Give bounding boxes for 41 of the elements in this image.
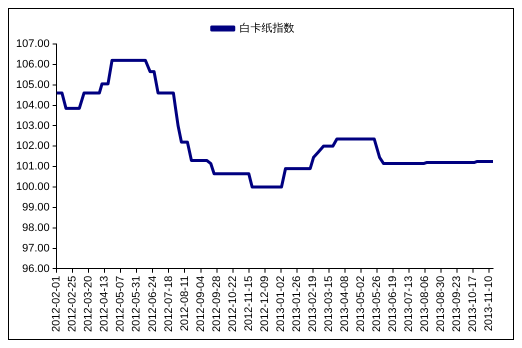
x-tick-label: 2012-03-20	[82, 276, 95, 332]
x-tick-label: 2012-02-25	[66, 276, 79, 332]
y-tick-label: 102.00	[16, 140, 50, 152]
x-tick-label: 2012-04-13	[98, 276, 111, 332]
x-tick-label: 2012-06-24	[146, 276, 159, 332]
x-tick-label: 2013-01-02	[274, 276, 287, 332]
x-tick-label: 2012-05-31	[130, 276, 143, 332]
y-tick-label: 103.00	[16, 120, 50, 132]
y-tick-label: 98.00	[22, 222, 50, 234]
x-tick-label: 2013-11-10	[483, 276, 496, 332]
y-tick-label: 106.00	[16, 58, 50, 70]
y-tick-label: 107.00	[16, 38, 50, 50]
x-tick-label: 2013-03-15	[322, 276, 335, 332]
x-tick-label: 2012-08-11	[178, 276, 191, 332]
legend-label: 白卡纸指数	[239, 21, 294, 34]
x-tick-label: 2012-07-18	[162, 276, 175, 332]
x-tick-label: 2013-09-23	[451, 276, 463, 332]
x-tick-label: 2013-06-19	[386, 276, 399, 332]
x-tick-label: 2013-08-30	[434, 276, 447, 332]
y-tick-label: 100.00	[16, 181, 50, 194]
y-tick-label: 99.00	[22, 201, 50, 214]
x-tick-label: 2013-05-02	[354, 276, 367, 332]
x-tick-label: 2013-05-26	[370, 276, 383, 332]
x-tick-label: 2012-11-15	[242, 276, 255, 332]
y-tick-label: 96.00	[22, 262, 50, 275]
x-tick-label: 2012-10-22	[226, 276, 239, 332]
y-tick-label: 101.00	[16, 160, 50, 173]
x-tick-label: 2013-04-08	[338, 276, 351, 332]
y-tick-label: 105.00	[16, 78, 50, 91]
x-tick-label: 2012-05-07	[114, 276, 127, 332]
y-tick-label: 104.00	[16, 99, 50, 112]
y-tick-label: 97.00	[22, 242, 50, 254]
x-tick-label: 2012-09-04	[194, 276, 207, 332]
x-tick-label: 2013-07-13	[402, 276, 415, 332]
x-tick-label: 2012-09-28	[210, 276, 223, 332]
x-tick-label: 2012-02-01	[50, 276, 63, 332]
x-tick-label: 2012-12-09	[258, 276, 271, 332]
x-tick-label: 2013-01-26	[290, 276, 303, 332]
x-tick-label: 2013-10-17	[467, 276, 480, 332]
x-tick-label: 2013-08-06	[418, 276, 431, 332]
x-tick-label: 2013-02-19	[306, 276, 319, 332]
